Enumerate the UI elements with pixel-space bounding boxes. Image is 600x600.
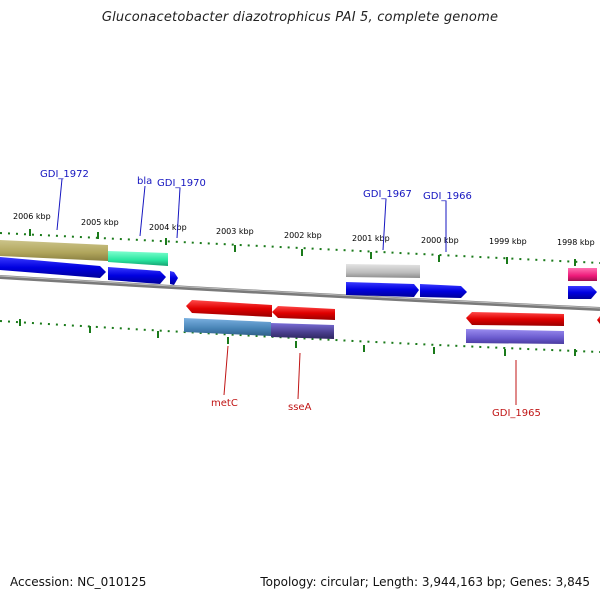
cds-forward-gdi1972[interactable] [0, 257, 106, 278]
kbp-label: 2001 kbp [352, 234, 390, 243]
kbp-label: 1999 kbp [489, 237, 527, 246]
cds-reverse-metc[interactable] [186, 300, 272, 317]
kbp-label: 2000 kbp [421, 236, 459, 245]
map-title: Gluconacetobacter diazotrophicus PAI 5, … [101, 10, 499, 25]
feature-gdi1972-gene[interactable] [0, 240, 108, 261]
kbp-label: 2004 kbp [149, 223, 187, 232]
gene-label-bla[interactable]: bla [137, 176, 152, 187]
feature-gdi1965-partner-gene[interactable] [568, 268, 597, 281]
kbp-label: 2003 kbp [216, 227, 254, 236]
bottom-leader-lines [223, 345, 517, 405]
kbp-label: 2006 kbp [13, 212, 51, 221]
upper-major-ticks [29, 229, 576, 266]
gene-label-gdi1965[interactable]: GDI_1965 [492, 408, 541, 419]
feature-bla-gene[interactable] [108, 251, 168, 266]
gene-label-ssea[interactable]: sseA [288, 402, 312, 413]
kbp-label: 1998 kbp [557, 238, 595, 247]
cds-reverse-edge[interactable] [597, 316, 600, 324]
cds-forward-gdi1966[interactable] [420, 284, 467, 298]
kbp-label: 2002 kbp [284, 231, 322, 240]
gene-label-gdi1966[interactable]: GDI_1966 [423, 191, 472, 202]
cds-forward-gdi1967[interactable] [346, 282, 419, 297]
topology-text: Topology: circular; Length: 3,944,163 bp… [260, 575, 590, 589]
feature-gdi1965-gene[interactable] [466, 329, 564, 344]
gene-label-metc[interactable]: metC [211, 398, 238, 409]
top-leader-lines [56, 178, 447, 252]
lower-major-ticks [19, 319, 576, 356]
gene-label-gdi1972[interactable]: GDI_1972 [40, 169, 89, 180]
cds-forward-right[interactable] [568, 286, 597, 299]
cds-forward-gdi1970[interactable] [170, 271, 178, 285]
feature-metc-gene[interactable] [184, 318, 271, 336]
cds-forward-bla[interactable] [108, 267, 166, 284]
gene-label-gdi1967[interactable]: GDI_1967 [363, 189, 412, 200]
genome-backbone [0, 275, 600, 311]
cds-reverse-gdi1965[interactable] [466, 312, 564, 326]
feature-gdi1967-gene[interactable] [346, 264, 420, 278]
kbp-label: 2005 kbp [81, 218, 119, 227]
accession-text: Accession: NC_010125 [10, 575, 147, 589]
feature-ssea-gene[interactable] [271, 323, 334, 339]
gene-label-gdi1970[interactable]: GDI_1970 [157, 178, 206, 189]
cds-reverse-ssea[interactable] [272, 306, 335, 320]
